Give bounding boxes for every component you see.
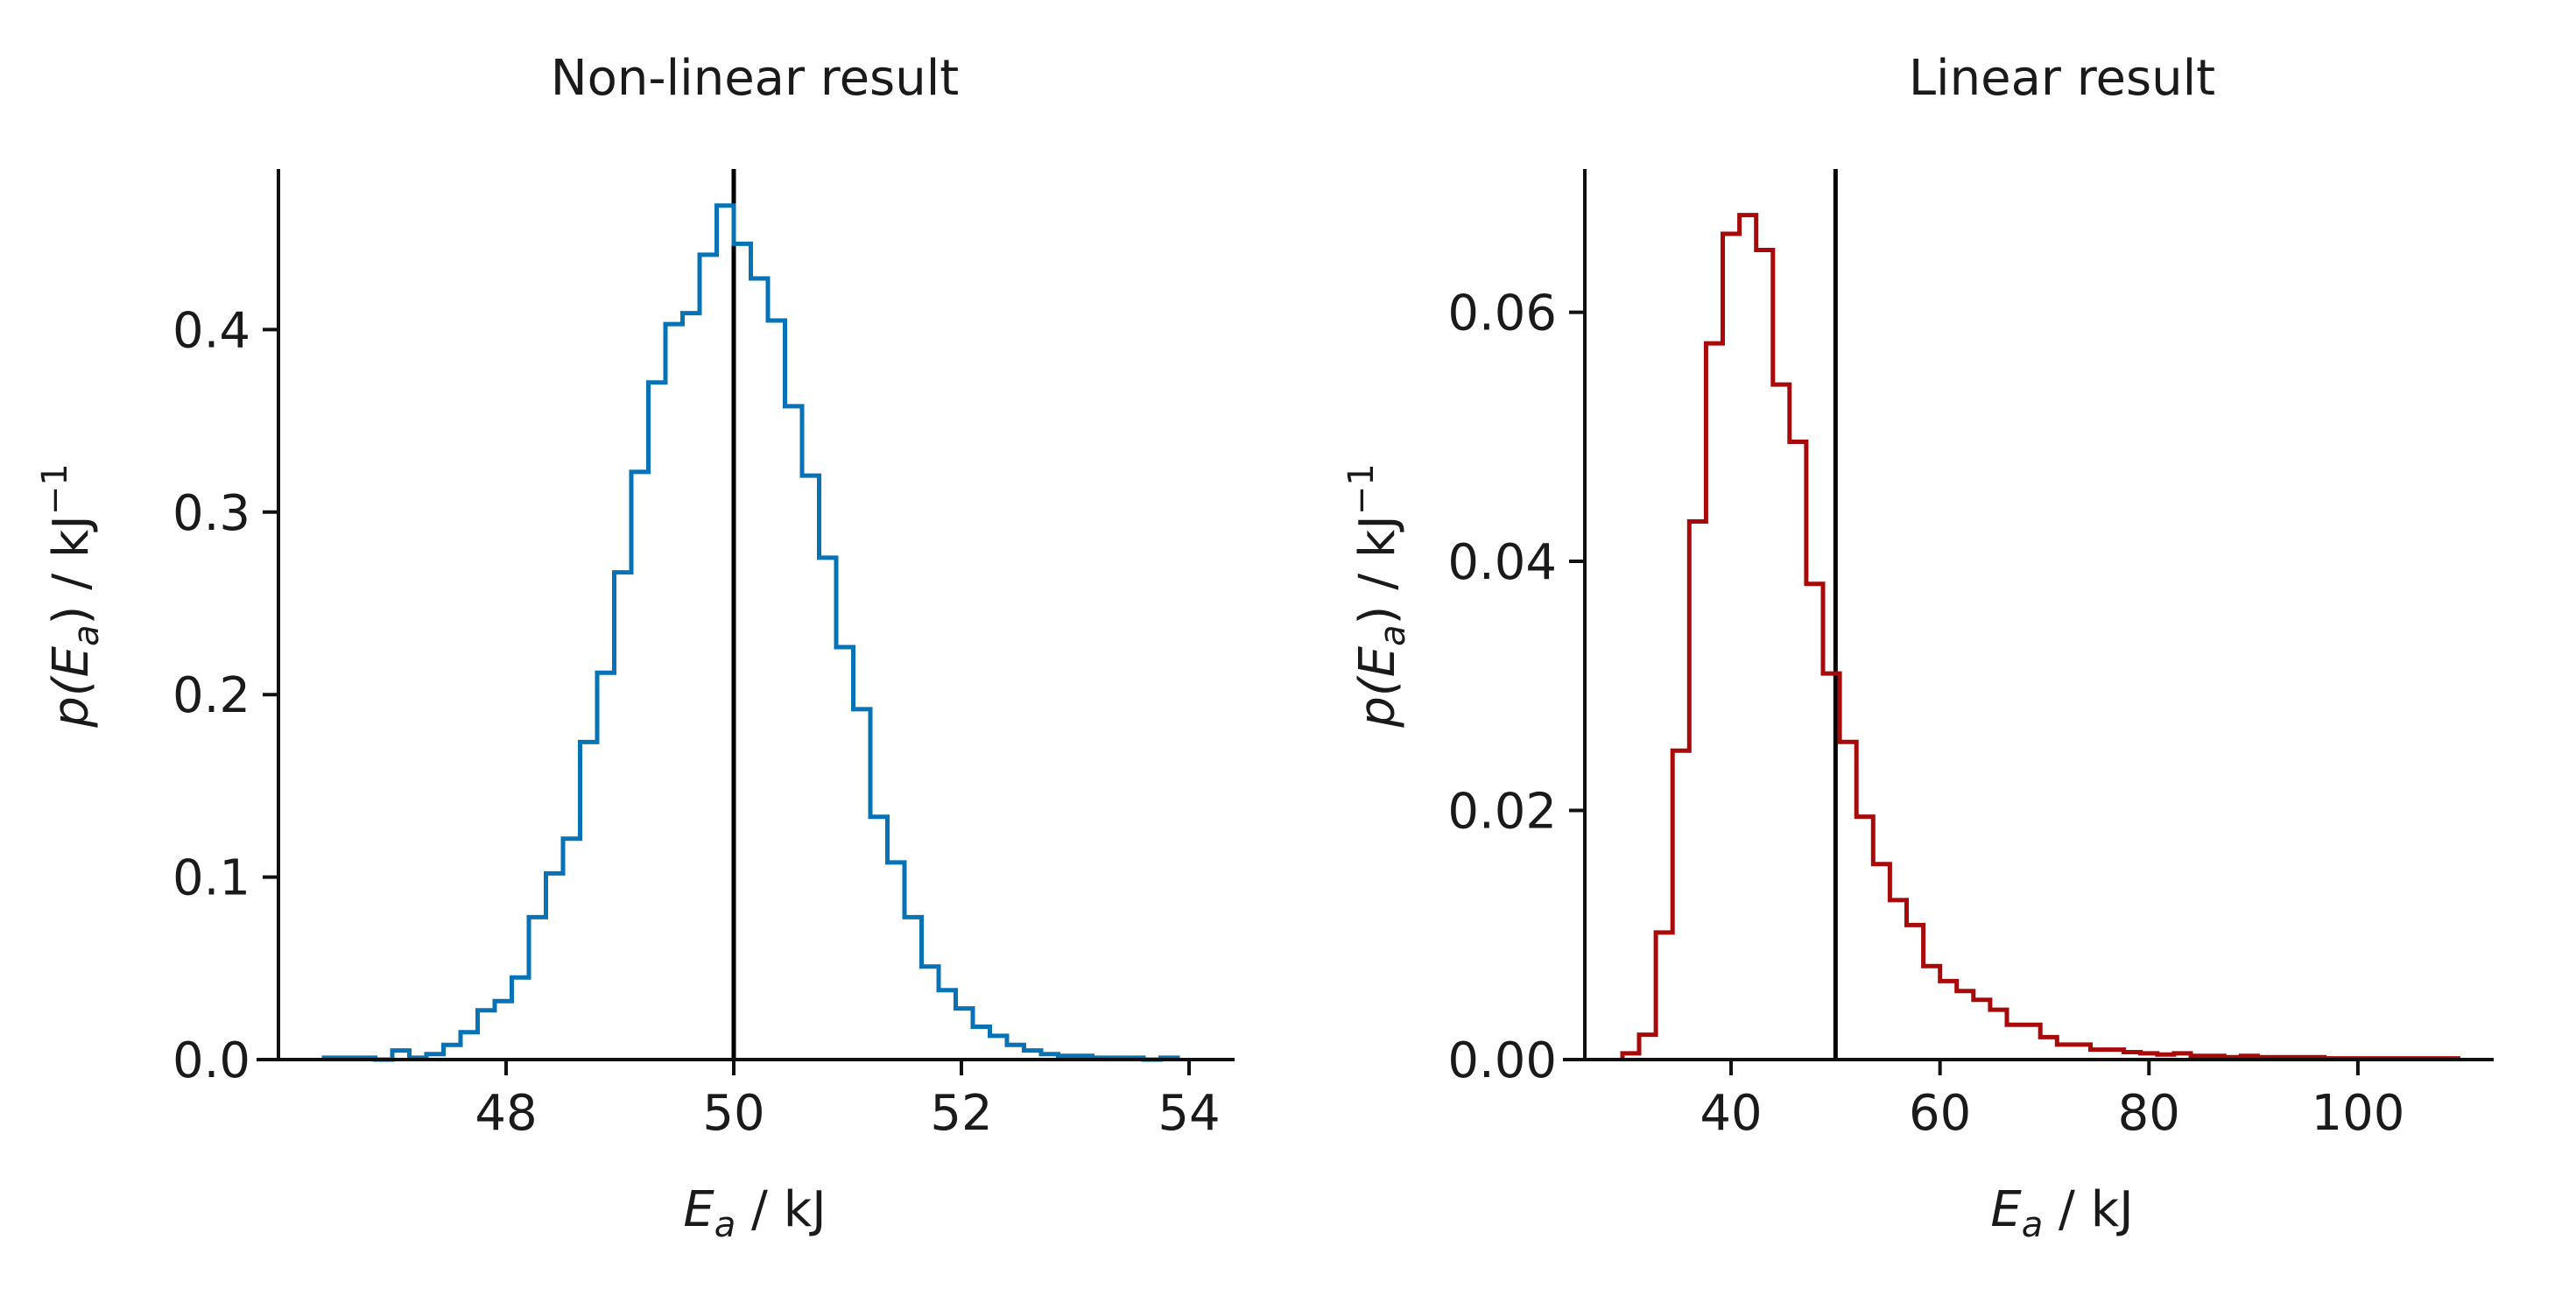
x-ticks: 48 50 52 54 bbox=[475, 1060, 1221, 1142]
y-tick-label: 0.00 bbox=[1447, 1032, 1557, 1089]
histogram-panel-nonlinear: Non-linear result 48 50 52 54 0.00.10.20.30… bbox=[35, 50, 1235, 1245]
y-tick-label: 0.02 bbox=[1447, 784, 1557, 841]
y-tick-label: 0.04 bbox=[1447, 534, 1557, 591]
y-tick-label: 0.2 bbox=[172, 667, 250, 724]
y-ticks: 0.0 0.1 0.2 0.3 0.4 bbox=[172, 302, 278, 1089]
y-tick-label: 0.3 bbox=[172, 485, 250, 542]
y-tick-label: 0.06 bbox=[1447, 285, 1557, 342]
x-tick-label: 48 bbox=[475, 1085, 537, 1142]
x-ticks: 40 60 80 100 bbox=[1700, 1060, 2404, 1142]
y-axis-label: p(Ea) / kJ−1 bbox=[35, 463, 107, 729]
y-tick-label: 0.4 bbox=[172, 302, 250, 359]
x-tick-label: 80 bbox=[2118, 1085, 2180, 1142]
x-tick-label: 50 bbox=[702, 1085, 764, 1142]
x-tick-label: 100 bbox=[2311, 1085, 2404, 1142]
histogram-step-line bbox=[1620, 213, 2460, 1061]
histogram-step-line bbox=[321, 203, 1180, 1062]
x-tick-label: 60 bbox=[1909, 1085, 1971, 1142]
x-tick-label: 52 bbox=[930, 1085, 992, 1142]
y-tick-label: 0.1 bbox=[172, 850, 250, 907]
x-axis-label: Ea / kJ bbox=[1990, 1181, 2133, 1245]
chart-title: Linear result bbox=[1909, 50, 2215, 107]
x-tick-label: 40 bbox=[1700, 1085, 1762, 1142]
x-tick-label: 54 bbox=[1158, 1085, 1220, 1142]
y-ticks: 0.00 0.02 0.04 0.06 bbox=[1447, 285, 1585, 1089]
histogram-panel-linear: Linear result 40 60 80 100 0.00 0.02 0.04 0.06… bbox=[1341, 50, 2494, 1245]
chart-title: Non-linear result bbox=[551, 50, 959, 107]
y-tick-label: 0.0 bbox=[172, 1032, 250, 1089]
y-axis-label: p(Ea) / kJ−1 bbox=[1341, 463, 1413, 729]
x-axis-label: Ea / kJ bbox=[683, 1181, 826, 1245]
